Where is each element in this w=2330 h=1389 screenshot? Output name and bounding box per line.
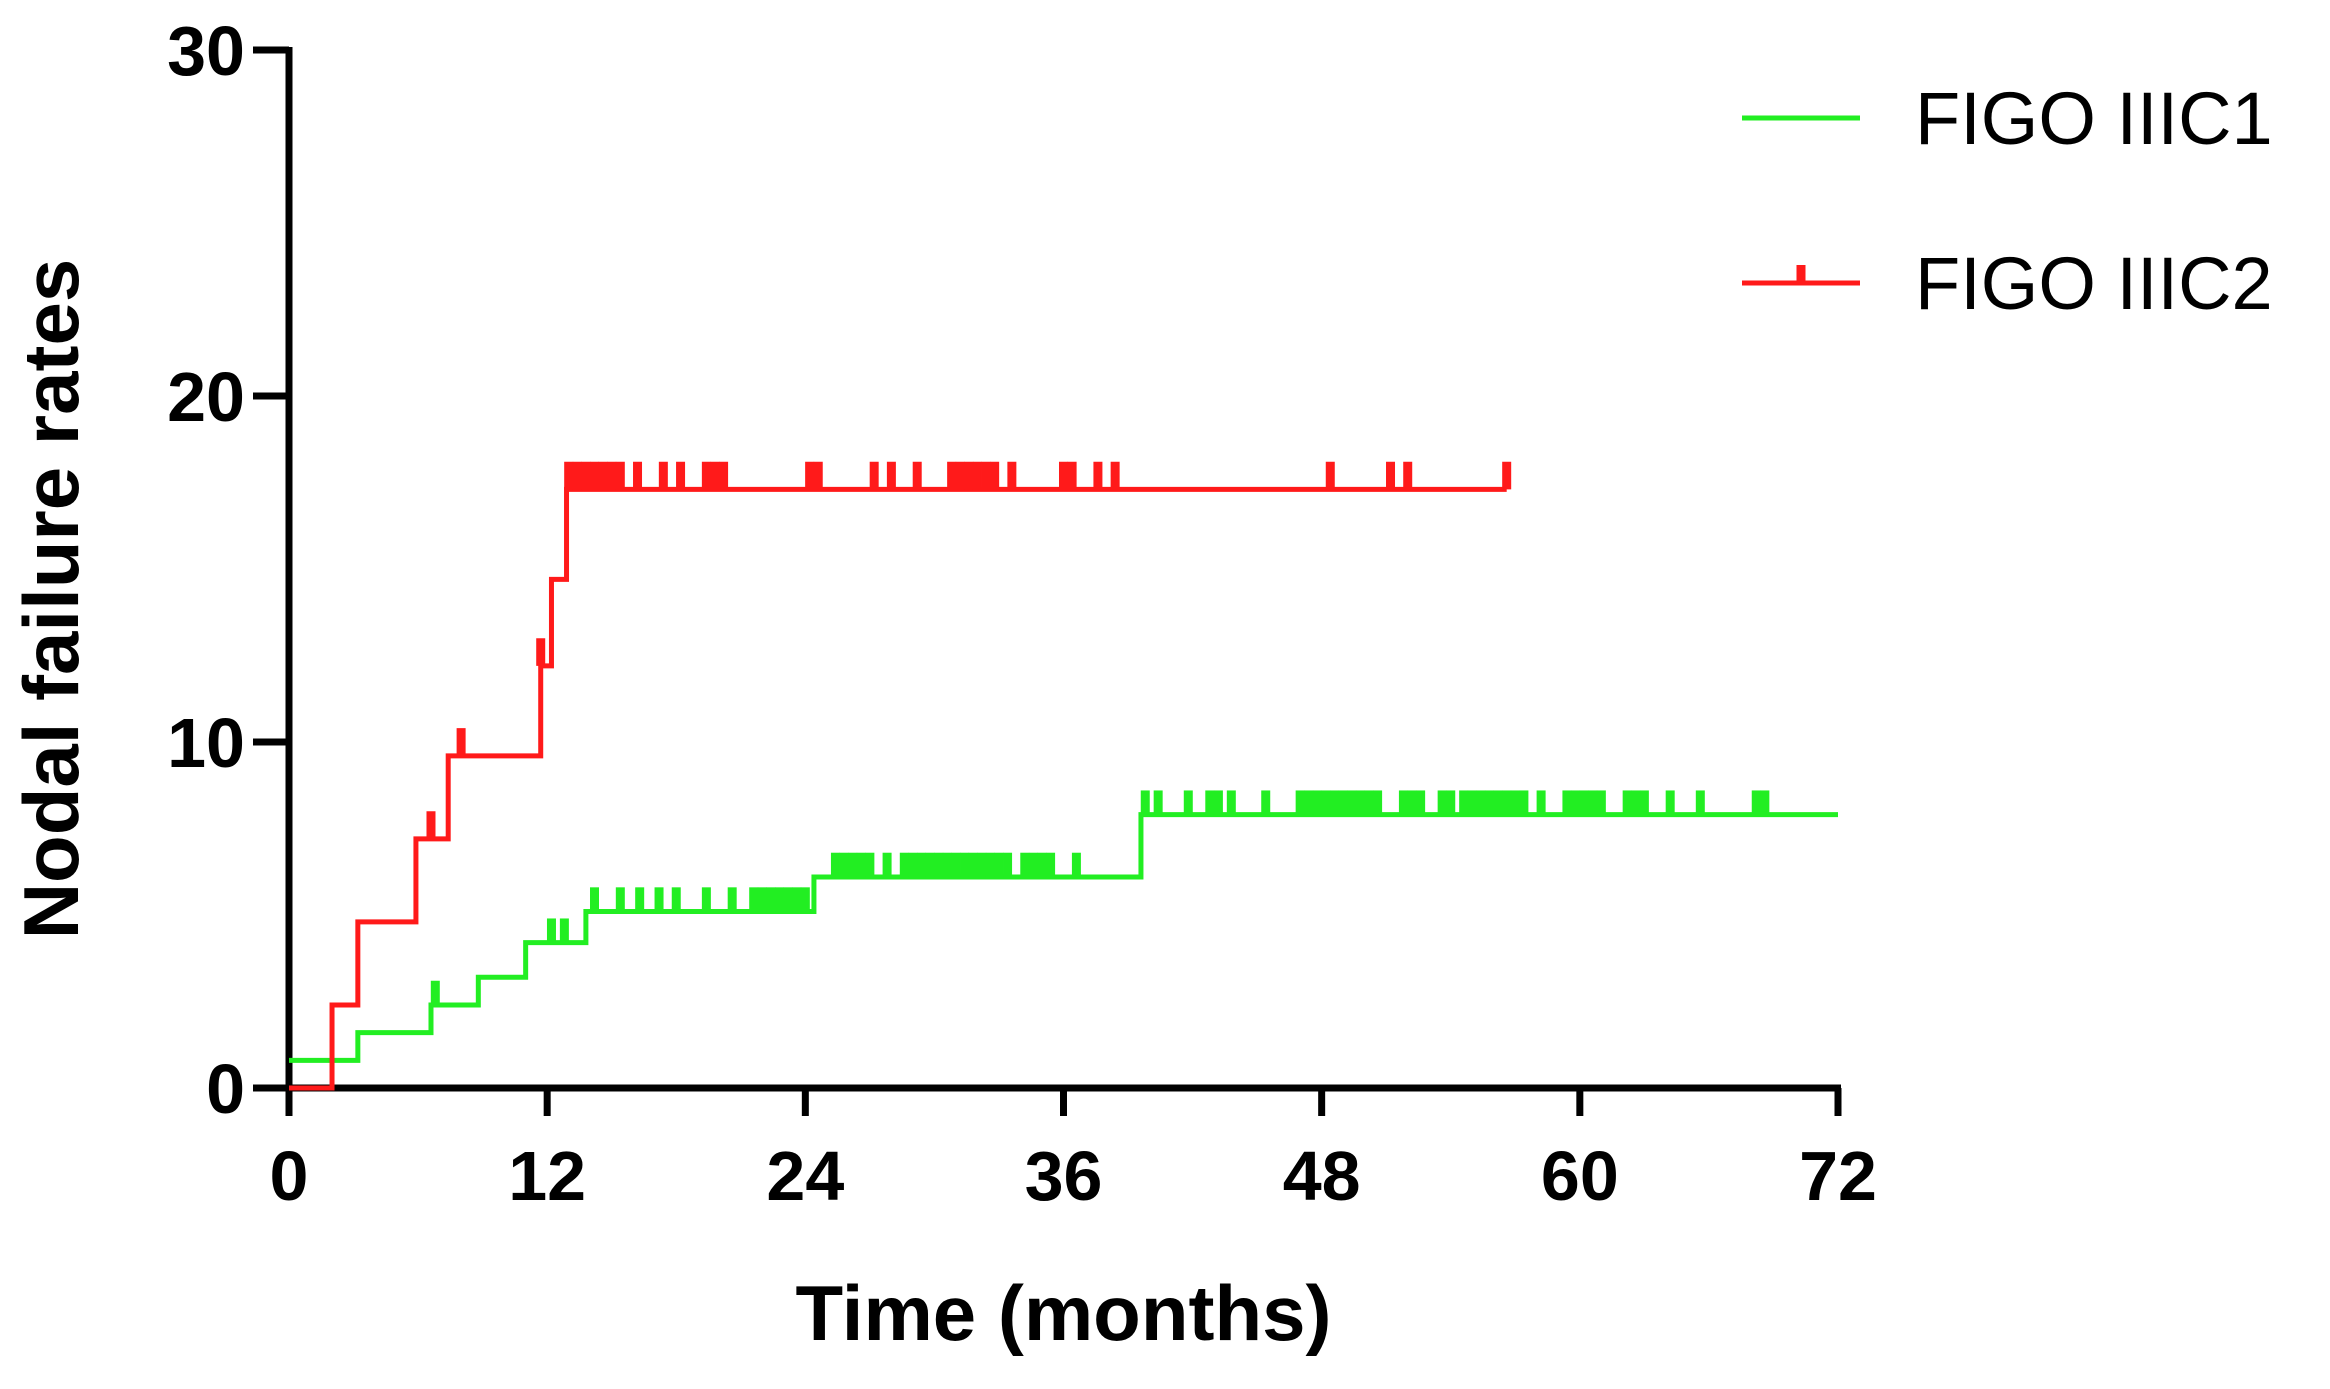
x-tick-label-24: 24 [766, 1137, 844, 1215]
y-axis-title: Nodal failure rates [7, 259, 95, 940]
x-tick-label-36: 36 [1025, 1137, 1103, 1215]
x-tick-label-0: 0 [270, 1137, 309, 1215]
y-tick-label-30: 30 [167, 12, 245, 90]
y-tick-label-0: 0 [206, 1050, 245, 1128]
y-tick-label-20: 20 [167, 358, 245, 436]
legend-label-1: FIGO IIIC1 [1915, 77, 2273, 160]
legend: FIGO IIIC1 FIGO IIIC2 [1742, 77, 2273, 325]
x-axis-title: Time (months) [796, 1269, 1332, 1357]
series-layer [289, 461, 1838, 1091]
y-tick-label-10: 10 [167, 704, 245, 782]
axes: 0 10 20 30 0 12 24 36 48 60 72 [167, 12, 1877, 1215]
series-line-2 [289, 486, 1507, 1091]
legend-label-2: FIGO IIIC2 [1915, 242, 2273, 325]
series-line-1 [289, 812, 1838, 1063]
x-tick-label-12: 12 [508, 1137, 586, 1215]
x-tick-label-60: 60 [1541, 1137, 1619, 1215]
x-tick-label-72: 72 [1799, 1137, 1877, 1215]
x-tick-label-48: 48 [1283, 1137, 1361, 1215]
